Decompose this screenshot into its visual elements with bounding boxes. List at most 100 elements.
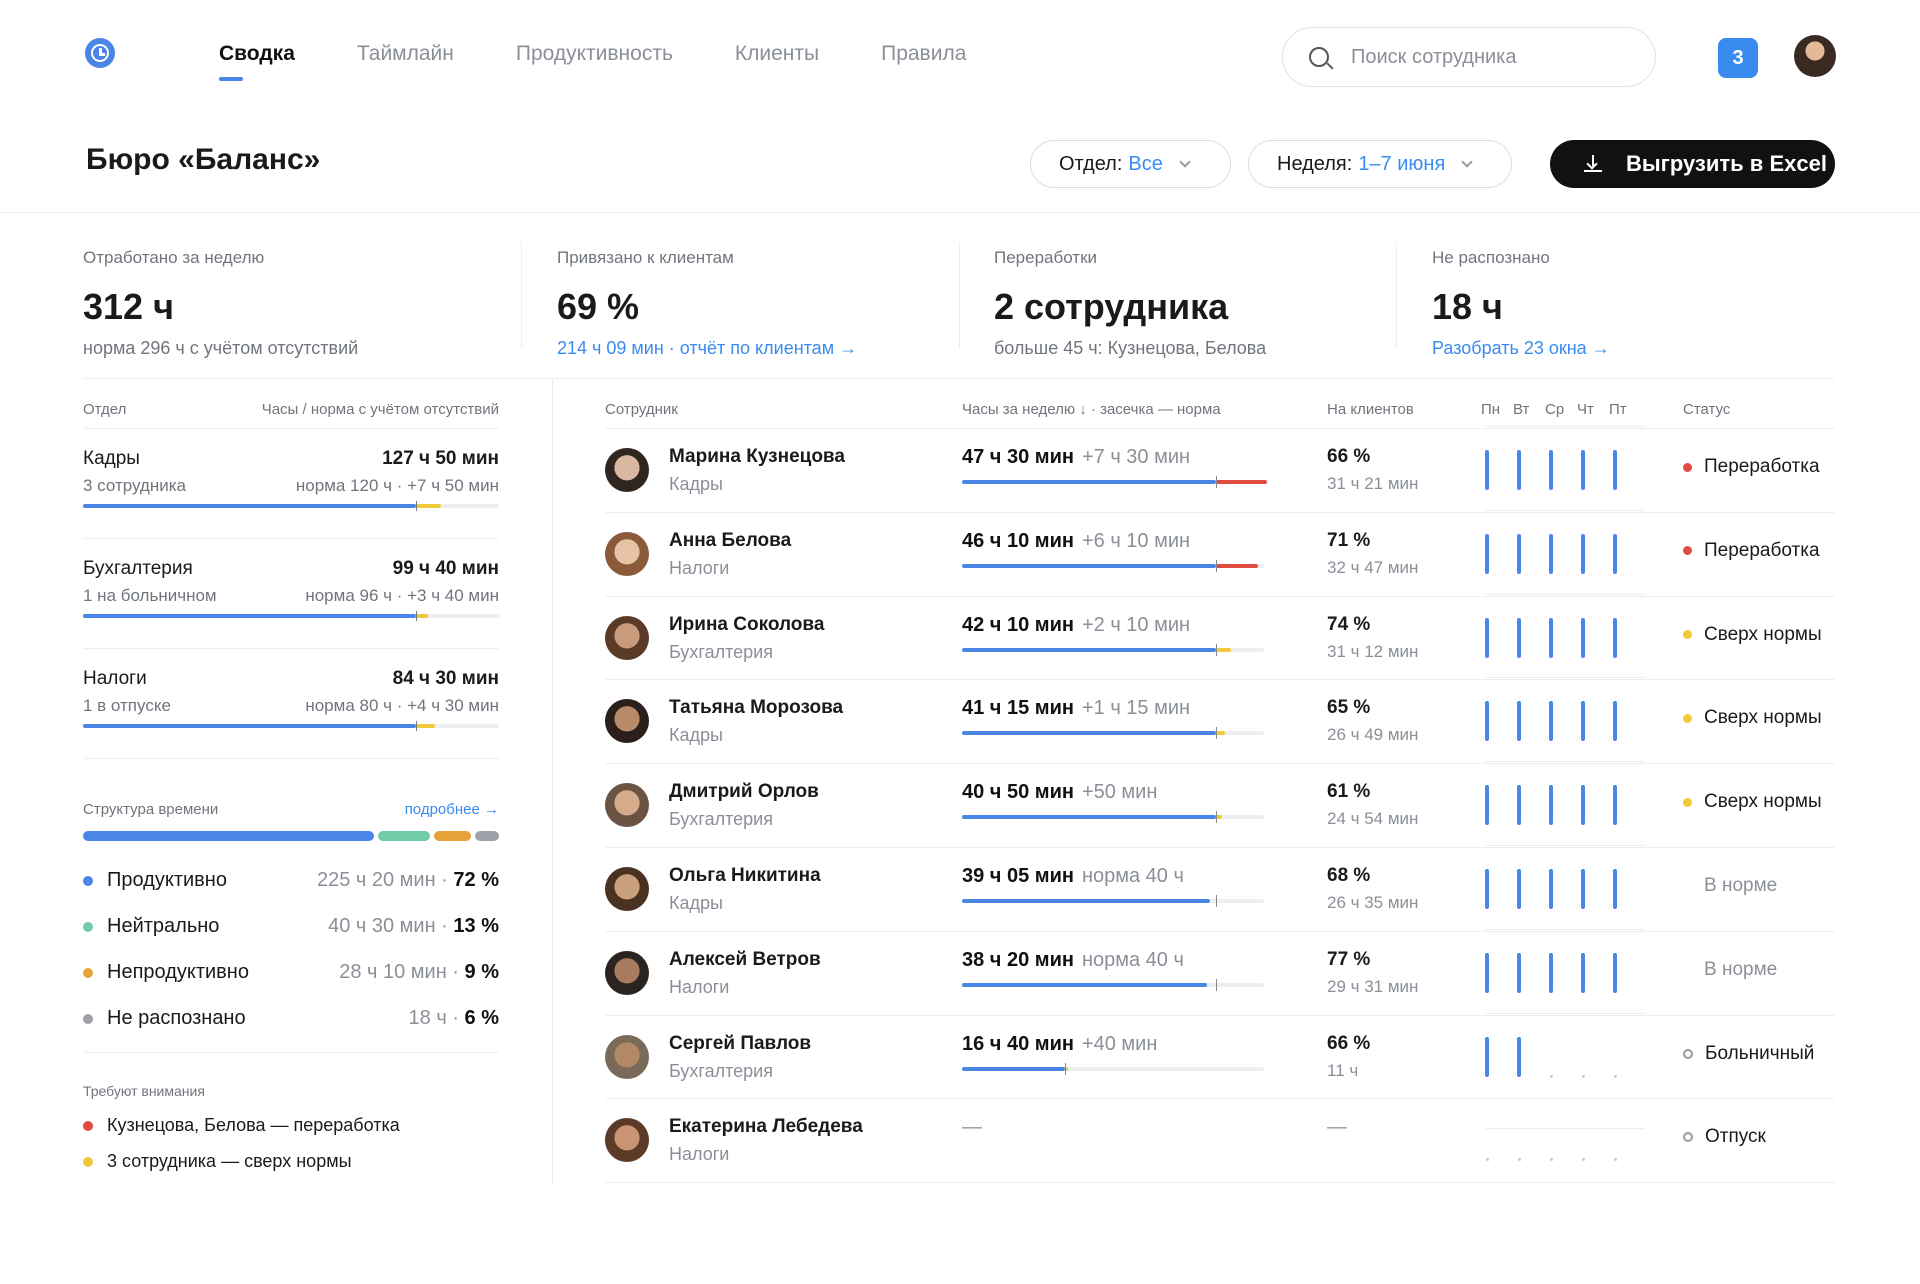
day-activity-bar [1485,869,1489,909]
dept-row[interactable]: Бухгалтерия 99 ч 40 мин 1 на больничном но… [83,558,499,621]
search-input[interactable] [1351,44,1631,70]
employee-row[interactable]: Ирина Соколова Бухгалтерия 42 ч 10 мин +2… [605,593,1835,681]
tab-timeline[interactable]: Таймлайн [356,42,454,65]
row-divider [605,511,1835,513]
col-header-day: Ср [1545,401,1565,418]
col-header-day: Чт [1577,401,1594,418]
user-avatar[interactable] [1794,35,1836,77]
employee-name[interactable]: Сергей Павлов [669,1032,812,1054]
employee-info: Анна Белова Налоги [669,530,791,579]
attention-item[interactable]: 3 сотрудника — сверх нормы [83,1151,352,1172]
status-text: В норме [1704,875,1778,896]
employee-row[interactable]: Сергей Павлов Бухгалтерия 16 ч 40 мин +40… [605,1012,1835,1100]
dept-bar-fill [83,504,416,508]
employee-name[interactable]: Екатерина Лебедева [669,1116,863,1138]
clients-pct: 66 % [1327,446,1371,467]
day-activity-bar [1549,701,1553,742]
employee-info: Екатерина Лебедева Налоги [669,1116,863,1165]
day-activity-bar [1549,450,1553,490]
department-filter-label: Отдел: [1059,152,1123,175]
kpi-label: Переработки [994,248,1098,267]
chevron-down-icon [1179,156,1191,168]
hours-delta: норма 40 ч [1081,948,1184,971]
divider [83,538,499,539]
day-activity-bar [1485,701,1489,742]
status-dot [1683,630,1692,640]
hours-text: 42 ч 10 мин [962,613,1074,636]
clients-hours: 32 ч 47 мин [1327,557,1419,577]
clients-share: 66 % 31 ч 21 мин [1327,446,1418,494]
week-filter[interactable]: Неделя: 1–7 июня [1248,140,1512,188]
dept-hours: 99 ч 40 мин [392,558,499,579]
day-baseline [1485,509,1645,511]
clients-hours: 26 ч 35 мин [1327,893,1419,912]
col-header-day: Пн [1481,401,1501,418]
employee-row[interactable]: Татьяна Морозова Кадры 41 ч 15 мин +1 ч 1… [605,677,1835,765]
employee-name[interactable]: Марина Кузнецова [669,446,845,467]
clients-share: 66 % 11 ч [1327,1033,1370,1081]
employee-row[interactable]: Дмитрий Орлов Бухгалтерия 40 ч 50 мин +50… [605,761,1835,848]
day-activity-bar [1485,785,1489,826]
employee-name[interactable]: Ольга Никитина [669,865,821,886]
app-logo[interactable] [85,38,115,68]
tab-productivity[interactable]: Продуктивность [515,42,673,65]
employee-row[interactable]: Алексей Ветров Налоги 38 ч 20 мин норма 4… [605,928,1835,1016]
dept-bar-fill [83,614,416,618]
dept-bar-fill [83,724,416,728]
employee-row[interactable]: Анна Белова Налоги 46 ч 10 мин +6 ч 10 ми… [605,509,1835,597]
status-dot [1683,546,1692,556]
attention-item[interactable]: Кузнецова, Белова — переработка [83,1115,400,1136]
hours-value: 46 ч 10 мин +6 ч 10 мин [962,530,1190,553]
dept-bar-over [415,614,429,618]
clients-pct: 74 % [1327,613,1371,635]
tab-rules[interactable]: Правила [881,42,967,65]
hours-bar-over [1215,815,1222,820]
employee-name[interactable]: Анна Белова [669,529,792,551]
kpi-client-report-link[interactable]: 214 ч 09 мин · отчёт по клиентам → [557,338,858,358]
day-activity-bar [1581,533,1585,574]
employee-row[interactable]: Ольга Никитина Кадры 39 ч 05 мин норма 40… [605,845,1835,932]
notifications-badge[interactable]: 3 [1718,38,1758,78]
hours-bar-fill [962,815,1216,820]
employee-name[interactable]: Ирина Соколова [669,613,825,635]
kpi-sort-windows-link[interactable]: Разобрать 23 окна → [1432,338,1610,358]
legend-dot [83,1013,93,1024]
employee-row[interactable]: Марина Кузнецова Кадры 47 ч 30 мин +7 ч 3… [605,426,1835,513]
department-filter[interactable]: Отдел: Все [1030,140,1231,188]
status-text: Больничный [1705,1042,1815,1064]
export-excel-button[interactable]: Выгрузить в Excel [1550,140,1835,188]
dept-row[interactable]: Кадры 127 ч 50 мин 3 сотрудника норма 120 … [83,448,499,511]
clients-hours: 26 ч 49 мин [1327,725,1419,745]
status-text: Сверх нормы [1704,707,1822,729]
day-activity-bar [1485,952,1489,993]
day-activity-bar [1549,869,1553,909]
tab-summary[interactable]: Сводка [219,42,295,81]
employee-row[interactable]: Екатерина Лебедева Налоги — — Отпуск [605,1098,1835,1184]
col-header-day: Пт [1609,401,1627,418]
col-header-employee[interactable]: Сотрудник [605,401,678,418]
clients-hours: 31 ч 12 мин [1327,641,1419,661]
col-header-hours[interactable]: Часы за неделю ↓ · засечка — норма [962,401,1221,418]
employee-name[interactable]: Дмитрий Орлов [669,781,819,803]
main-nav: Сводка Таймлайн Продуктивность Клиенты П… [219,42,967,81]
employee-dept: Налоги [669,1144,730,1165]
download-icon [1584,155,1602,173]
hours-text: 39 ч 05 мин [962,865,1074,887]
day-activity-bar [1613,450,1617,490]
dept-bar [83,721,499,731]
employee-avatar [605,1034,649,1079]
structure-more-link[interactable]: подробнее → [404,801,499,818]
employee-name[interactable]: Татьяна Морозова [669,697,844,719]
day-activity-bar [1549,533,1553,574]
dept-row[interactable]: Налоги 84 ч 30 мин 1 в отпуске норма 80 ч … [83,668,499,731]
day-activity-bar [1549,617,1553,658]
legend-row: Нейтрально 40 ч 30 мин · 13 % [83,915,499,938]
day-activity-bar [1549,952,1553,993]
col-header-clients[interactable]: На клиентов [1327,401,1414,418]
status-text: Переработка [1704,539,1820,561]
dept-name: Бухгалтерия [83,558,193,579]
hours-bar [962,476,1267,488]
status-ring [1683,1132,1693,1143]
tab-clients[interactable]: Клиенты [734,42,820,65]
employee-name[interactable]: Алексей Ветров [669,948,821,970]
